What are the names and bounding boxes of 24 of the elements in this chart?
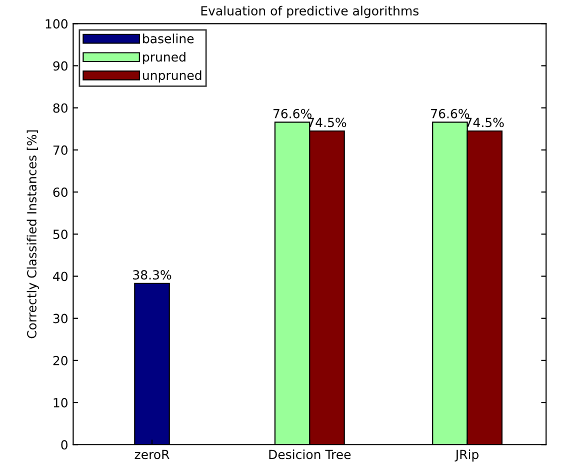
y-tick-label: 0	[61, 440, 68, 450]
y-tick-label: 90	[53, 61, 68, 71]
y-tick-label: 100	[46, 19, 68, 29]
y-tick-label: 70	[53, 145, 68, 155]
data-label: 76.6%	[431, 108, 470, 118]
y-tick-label: 80	[53, 103, 68, 113]
legend-label: unpruned	[143, 70, 202, 82]
data-label: 74.5%	[308, 118, 346, 128]
legend-label: pruned	[143, 52, 186, 64]
x-tick-label: zeroR	[134, 450, 170, 460]
y-tick-label: 50	[53, 230, 68, 240]
data-label: 76.6%	[273, 108, 312, 118]
y-tick-label: 10	[54, 398, 68, 408]
data-label: 38.3%	[133, 270, 172, 280]
y-tick-label: 60	[53, 188, 68, 197]
y-tick-label: 20	[53, 356, 68, 366]
chart-title: Evaluation of predictive algorithms	[201, 6, 419, 18]
y-tick-label: 40	[53, 272, 68, 282]
data-label: 74.5%	[466, 118, 504, 128]
y-axis-title: Correctly Classified Instances [%]	[26, 130, 39, 338]
legend-label: baseline	[143, 34, 194, 44]
x-tick-label: Desicion Tree	[269, 449, 351, 460]
y-tick-label: 30	[53, 314, 68, 324]
x-tick-label: JRip	[454, 449, 478, 462]
